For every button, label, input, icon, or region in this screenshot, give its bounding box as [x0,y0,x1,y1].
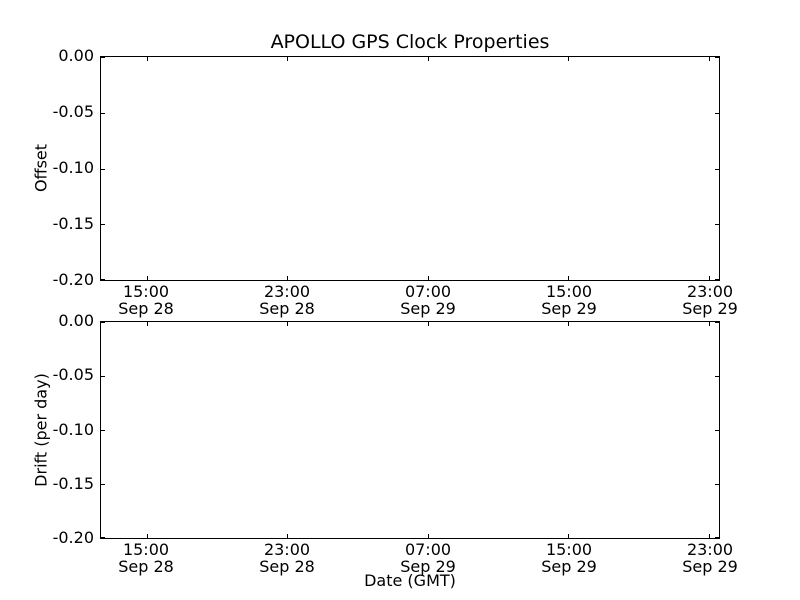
tick-mark [715,376,719,377]
xtick-time: 23:00 [686,282,734,301]
tick-mark [715,279,719,280]
tick-mark [101,322,105,323]
tick-mark [709,57,711,61]
tick-mark [427,276,429,280]
xtick-date: Sep 28 [259,557,315,576]
tick-mark [146,534,148,538]
xtick-time: 15:00 [545,282,593,301]
xtick-date: Sep 28 [118,557,174,576]
tick-mark [101,168,105,170]
xtick-label: 15:00 Sep 29 [541,283,597,317]
tick-mark [101,430,105,431]
tick-mark [715,537,719,538]
tick-mark [568,57,570,61]
tick-mark [287,322,289,326]
tick-mark [287,276,289,280]
xtick-time: 07:00 [404,282,452,301]
xtick-label: 15:00 Sep 28 [118,541,174,575]
tick-mark [287,57,289,61]
tick-mark [709,322,711,326]
xtick-time: 23:00 [263,282,311,301]
tick-mark [715,168,719,170]
tick-mark [715,224,719,226]
xtick-time: 15:00 [122,282,170,301]
xtick-label: 15:00 Sep 28 [118,283,174,317]
xtick-time: 23:00 [686,540,734,559]
xtick-date: Sep 29 [541,299,597,318]
tick-mark [427,57,429,61]
xtick-date: Sep 29 [682,557,738,576]
tick-mark [709,276,711,280]
ylabel-offset: Offset [31,143,51,193]
xtick-label: 23:00 Sep 29 [682,541,738,575]
tick-mark [101,57,105,58]
xtick-date: Sep 28 [118,299,174,318]
xtick-label: 23:00 Sep 29 [682,283,738,317]
axes-offset [100,56,720,281]
xtick-date: Sep 29 [400,299,456,318]
xlabel-date-gmt: Date (GMT) [364,571,456,590]
chart-title: APOLLO GPS Clock Properties [270,31,550,53]
ytick-label: -0.05 [52,365,94,384]
tick-mark [101,537,105,538]
tick-mark [715,430,719,431]
tick-mark [715,57,719,58]
xtick-time: 15:00 [545,540,593,559]
tick-mark [709,534,711,538]
tick-mark [146,276,148,280]
tick-mark [146,322,148,326]
ytick-label: -0.15 [52,214,94,233]
ytick-label: -0.20 [52,270,94,289]
xtick-label: 07:00 Sep 29 [400,283,456,317]
tick-mark [101,224,105,226]
tick-mark [568,534,570,538]
ytick-label: 0.00 [58,46,94,65]
xtick-label: 23:00 Sep 28 [259,283,315,317]
xtick-time: 15:00 [122,540,170,559]
xtick-date: Sep 28 [259,299,315,318]
xtick-label: 07:00 Sep 29 [400,541,456,575]
ytick-label: 0.00 [58,311,94,330]
tick-mark [427,534,429,538]
ytick-label: -0.10 [52,158,94,177]
xtick-time: 23:00 [263,540,311,559]
tick-mark [101,484,105,485]
ylabel-drift: Drift (per day) [31,373,51,487]
tick-mark [427,322,429,326]
ytick-label: -0.10 [52,420,94,439]
tick-mark [715,322,719,323]
tick-mark [568,322,570,326]
tick-mark [101,376,105,377]
tick-mark [101,112,105,114]
xtick-label: 15:00 Sep 29 [541,541,597,575]
xtick-date: Sep 29 [541,557,597,576]
tick-mark [287,534,289,538]
ytick-label: -0.05 [52,102,94,121]
tick-mark [715,484,719,485]
xtick-label: 23:00 Sep 28 [259,541,315,575]
ytick-label: -0.20 [52,528,94,547]
tick-mark [568,276,570,280]
axes-drift [100,321,720,539]
ytick-label: -0.15 [52,474,94,493]
xtick-date: Sep 29 [400,557,456,576]
xtick-date: Sep 29 [682,299,738,318]
xtick-time: 07:00 [404,540,452,559]
tick-mark [715,112,719,114]
tick-mark [101,279,105,280]
tick-mark [146,57,148,61]
